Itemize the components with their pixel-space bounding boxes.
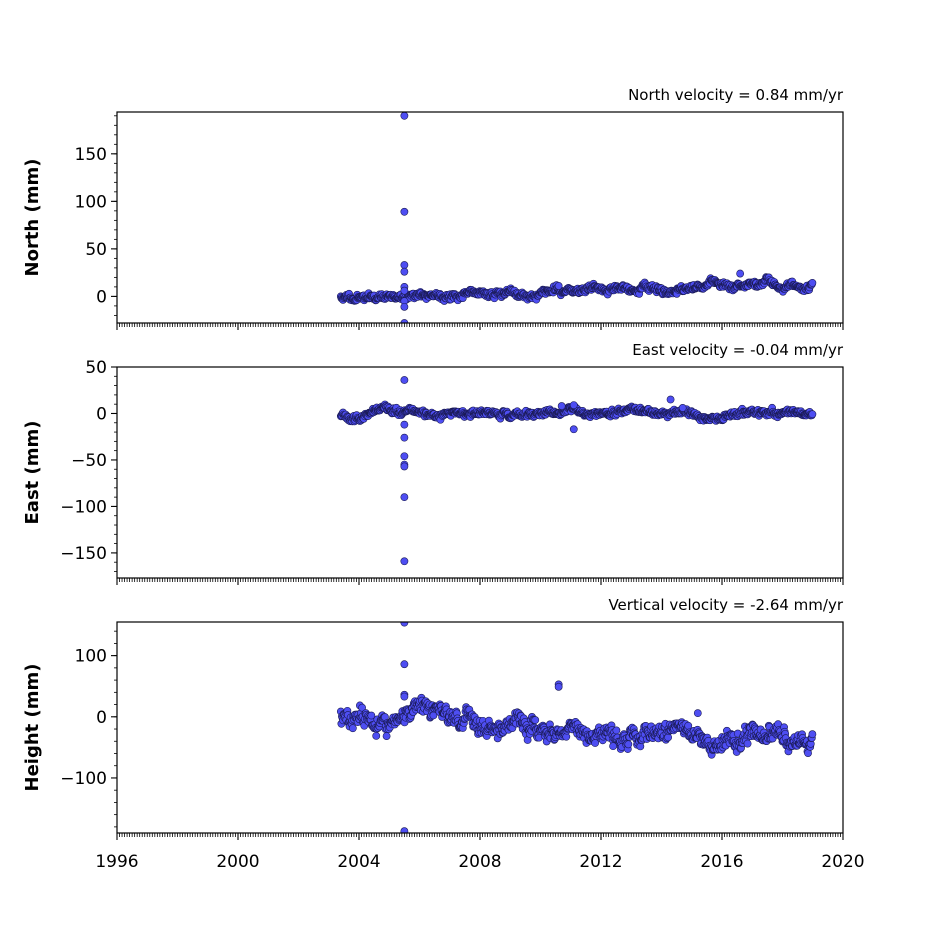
x-tick-label: 2020	[821, 852, 864, 872]
data-point	[382, 732, 391, 740]
outlier-point	[400, 286, 409, 295]
data-point	[372, 731, 381, 740]
y-tick-label: 100	[75, 647, 107, 667]
data-point	[808, 410, 817, 419]
plot-frame	[116, 366, 844, 579]
outlier-point	[666, 395, 675, 404]
outlier-point	[693, 709, 702, 718]
panel-2: East velocity = -0.04 mm/yr East (mm) −150…	[22, 341, 844, 585]
x-tick-label: 2008	[458, 852, 501, 872]
velocity-title: Vertical velocity = -2.64 mm/yr	[608, 596, 843, 614]
series-points	[336, 376, 817, 566]
y-tick-label: 100	[75, 192, 107, 212]
outlier-point	[400, 207, 409, 216]
outlier-point	[400, 692, 409, 701]
y-tick-label: −100	[60, 769, 107, 789]
data-point	[808, 730, 817, 739]
outlier-point	[557, 402, 566, 410]
panel-3: Vertical velocity = -2.64 mm/yr Height (m…	[22, 596, 865, 872]
outlier-point	[400, 433, 409, 442]
y-tick-label: −50	[71, 451, 107, 471]
y-tick-label: −150	[60, 544, 107, 564]
outlier-point	[569, 425, 578, 434]
outlier-point	[400, 112, 409, 120]
x-tick-label: 2000	[216, 852, 259, 872]
y-tick-label: 0	[96, 404, 107, 424]
data-point	[624, 740, 633, 749]
y-tick-label: 0	[96, 708, 107, 728]
outlier-point	[609, 742, 617, 751]
y-tick-label: 50	[85, 358, 107, 378]
data-point	[743, 739, 752, 748]
outlier-point	[400, 267, 409, 276]
panel-1: North velocity = 0.84 mm/yr North (mm) 0 50…	[22, 86, 844, 330]
outlier-point	[400, 376, 409, 384]
y-tick-label: 0	[96, 287, 107, 307]
y-tick-label: −100	[60, 497, 107, 517]
outlier-point	[569, 401, 578, 410]
outlier-point	[400, 452, 409, 461]
outlier-point	[678, 403, 687, 412]
series-points	[336, 112, 817, 323]
outlier-point	[400, 302, 409, 311]
y-tick-label: 150	[75, 145, 107, 165]
x-tick-label: 2016	[700, 852, 743, 872]
outlier-point	[554, 682, 563, 691]
outlier-point	[400, 557, 409, 566]
outlier-point	[400, 622, 409, 627]
y-axis-label: East (mm)	[22, 421, 43, 525]
data-point	[367, 711, 376, 720]
outlier-point	[736, 269, 745, 278]
data-point	[612, 726, 621, 735]
velocity-title: North velocity = 0.84 mm/yr	[628, 86, 844, 104]
y-axis-label: Height (mm)	[22, 664, 43, 792]
x-tick-label: 2004	[337, 852, 380, 872]
data-point	[531, 716, 540, 724]
data-point	[808, 278, 817, 287]
data-point	[348, 724, 357, 733]
outlier-point	[400, 261, 409, 269]
data-point	[684, 721, 693, 730]
outlier-point	[400, 493, 409, 502]
series-points	[336, 622, 817, 833]
outlier-point	[400, 827, 409, 833]
x-tick-label: 1996	[95, 852, 138, 872]
x-tick-label: 2012	[579, 852, 622, 872]
y-axis-label: North (mm)	[22, 159, 43, 277]
y-tick-label: 50	[85, 240, 107, 260]
outlier-point	[554, 282, 563, 290]
data-point	[358, 703, 366, 712]
outlier-point	[400, 420, 409, 429]
velocity-title: East velocity = -0.04 mm/yr	[632, 341, 844, 359]
outlier-point	[400, 660, 409, 669]
outlier-point	[400, 462, 409, 471]
